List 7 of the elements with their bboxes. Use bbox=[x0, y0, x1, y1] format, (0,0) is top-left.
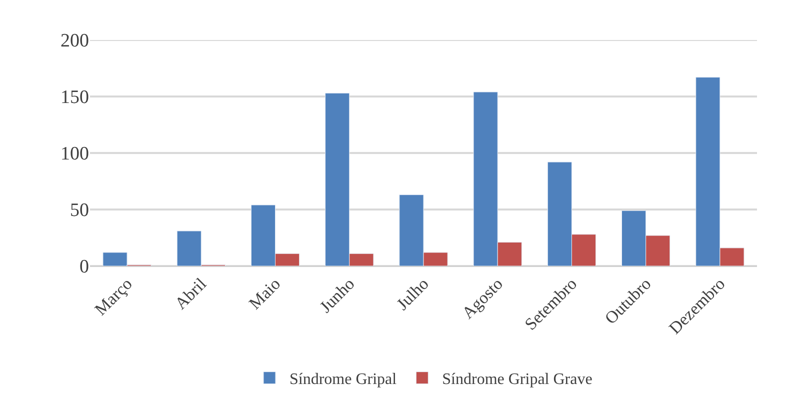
y-tick-label: 50 bbox=[70, 200, 89, 222]
legend-label: Síndrome Gripal bbox=[290, 371, 398, 388]
y-tick-label: 100 bbox=[60, 144, 89, 165]
legend-label: Síndrome Gripal Grave bbox=[442, 371, 592, 388]
y-tick-label: 200 bbox=[60, 30, 89, 52]
y-tick-label: 0 bbox=[80, 256, 89, 278]
y-tick-label: 150 bbox=[60, 87, 89, 108]
